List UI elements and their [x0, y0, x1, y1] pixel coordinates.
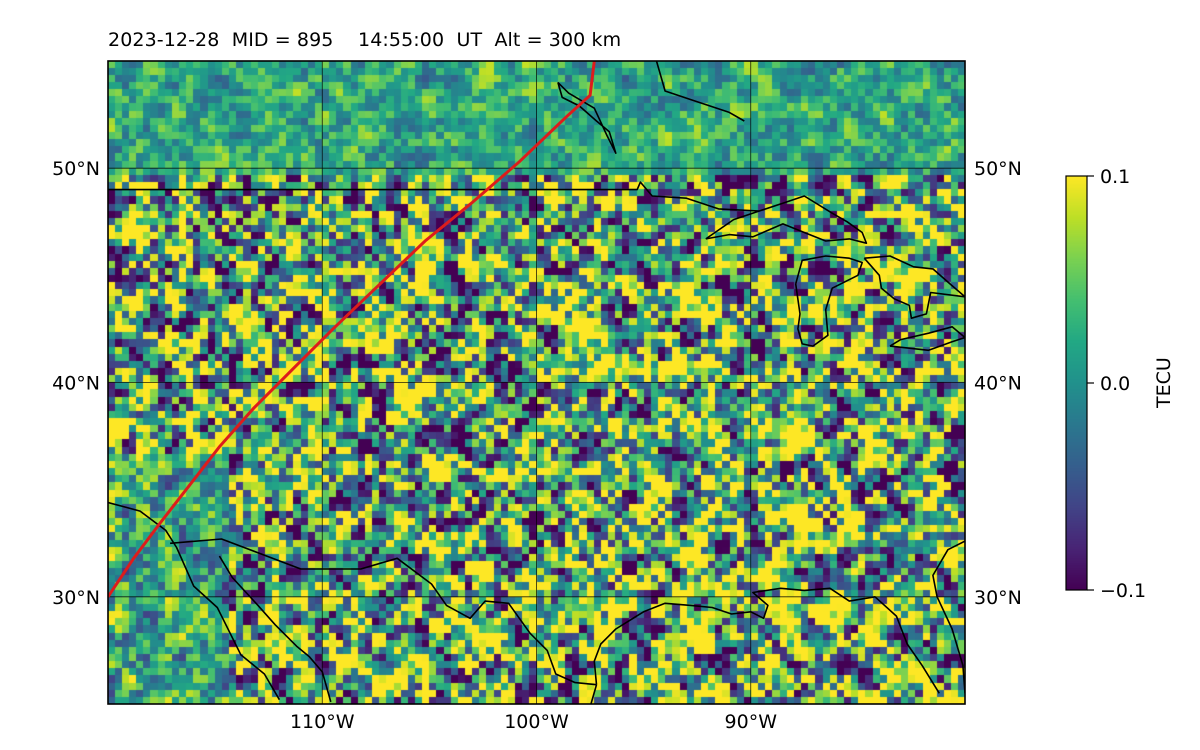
boundary-line — [705, 195, 868, 244]
lat-tick-label-right: 50°N — [974, 158, 1022, 180]
colorbar-tick-label: −0.1 — [1100, 580, 1146, 602]
lon-tick-label: 100°W — [504, 711, 569, 733]
colorbar-tick-label: 0.0 — [1100, 373, 1130, 395]
lon-tick-label: 90°W — [725, 711, 778, 733]
lon-tick-label: 110°W — [290, 711, 355, 733]
satellite-track — [108, 61, 596, 598]
colorbar-label: TECU — [1153, 357, 1175, 408]
lat-tick-label-right: 30°N — [974, 587, 1022, 609]
boundary-line — [108, 181, 760, 212]
map-frame — [107, 60, 966, 705]
coastlines-and-borders — [108, 61, 965, 704]
colorbar-gradient — [1066, 176, 1087, 590]
colorbar-tick-label: 0.1 — [1100, 166, 1130, 188]
boundary-line — [590, 684, 598, 704]
boundary-line — [889, 326, 965, 352]
lat-tick-label-left: 50°N — [52, 158, 100, 180]
boundary-line — [218, 555, 332, 703]
boundary-line — [108, 501, 281, 701]
boundary-line — [655, 61, 745, 122]
colorbar-ticks: 0.1 0.0 −0.1 — [1087, 166, 1146, 602]
boundary-line — [593, 587, 940, 694]
lat-tick-label-left: 40°N — [52, 373, 100, 395]
graticule — [108, 61, 965, 704]
boundary-line — [170, 538, 597, 686]
lat-tick-label-left: 30°N — [52, 587, 100, 609]
axis-ticks: 110°W 100°W 90°W 30°N 30°N 40°N 40°N 50°N 50°N — [52, 158, 1022, 733]
boundary-line — [557, 81, 617, 154]
map-title: 2023-12-28 MID = 895 14:55:00 UT Alt = 3… — [108, 29, 622, 51]
boundary-line — [932, 540, 965, 694]
boundary-line — [863, 255, 965, 319]
colorbar-frame — [1065, 175, 1088, 591]
lat-tick-label-right: 40°N — [974, 373, 1022, 395]
boundary-line — [794, 255, 863, 347]
